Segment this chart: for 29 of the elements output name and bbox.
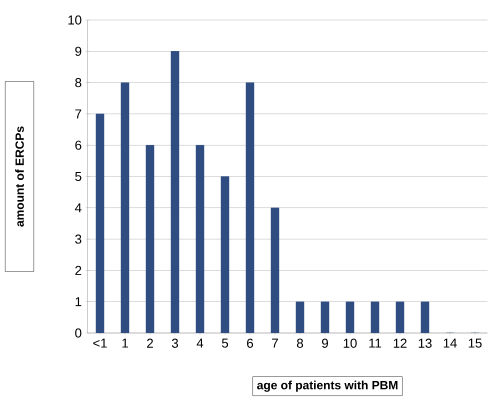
y-tick-label: 6 xyxy=(75,140,82,150)
y-axis-title: amount of ERCPs xyxy=(15,126,24,227)
x-tick-label: 5 xyxy=(222,338,228,348)
y-tick-label: 3 xyxy=(75,234,82,244)
x-axis-title: age of patients with PBM xyxy=(257,380,398,392)
x-tick-label: 6 xyxy=(247,338,254,348)
x-tick-label: 10 xyxy=(344,338,357,348)
x-tick-label: <1 xyxy=(93,338,107,348)
y-tick-label: 0 xyxy=(75,328,82,338)
x-tick-label: 14 xyxy=(444,338,457,348)
x-tick-label: 15 xyxy=(468,338,482,348)
x-tick-label: 12 xyxy=(394,338,407,348)
y-tick-label: 7 xyxy=(75,109,82,118)
x-tick-label: 8 xyxy=(296,338,304,348)
y-tick-label: 4 xyxy=(74,203,82,212)
x-tick-label: 3 xyxy=(172,338,178,348)
y-tick-label: 8 xyxy=(75,78,82,88)
x-tick-label: 7 xyxy=(272,338,278,348)
y-tick-label: 9 xyxy=(75,46,82,56)
y-tick-label: 1 xyxy=(76,297,82,306)
x-tick-label: 1 xyxy=(122,338,128,348)
x-tick-label: 9 xyxy=(322,338,328,348)
y-tick-label: 5 xyxy=(75,172,82,182)
y-tick-label: 2 xyxy=(75,266,82,275)
x-tick-label: 4 xyxy=(196,338,204,348)
x-tick-label: 13 xyxy=(418,338,432,348)
x-tick-label: 11 xyxy=(369,338,382,348)
x-tick-label: 2 xyxy=(147,338,153,348)
y-tick-label: 10 xyxy=(68,15,82,25)
